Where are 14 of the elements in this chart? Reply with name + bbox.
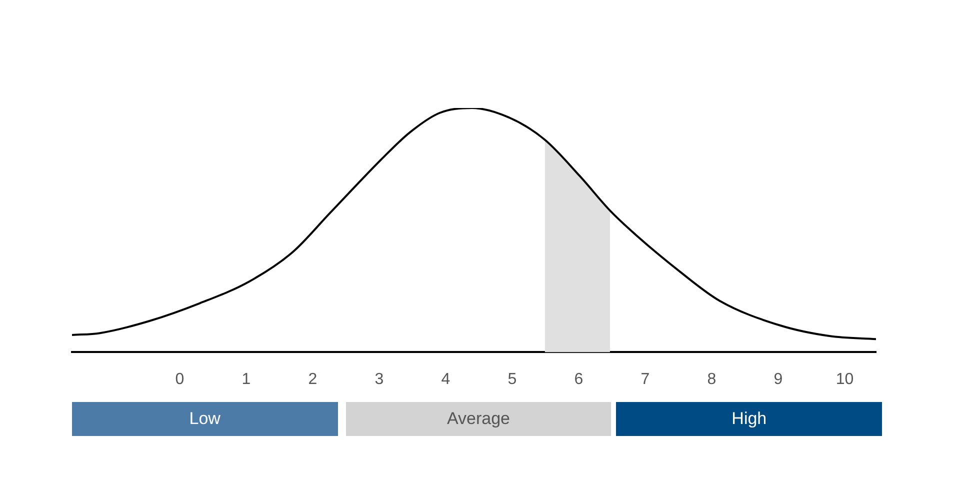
x-tick-label: 7 [640, 371, 650, 388]
text: Low [72, 402, 338, 436]
x-tick-label: 1 [242, 371, 251, 388]
x-tick-label: 4 [441, 371, 450, 388]
x-tick-label: 9 [774, 371, 783, 388]
x-tick-label: 6 [574, 371, 584, 388]
x-tick-label: 0 [175, 371, 184, 388]
x-tick-label: 3 [374, 371, 384, 388]
text: High [616, 402, 882, 436]
x-tick-label: 10 [836, 371, 854, 388]
x-tick-label: 2 [308, 371, 318, 388]
x-tick-label: 5 [508, 371, 517, 388]
text: Average [346, 402, 612, 436]
x-tick-label: 8 [707, 371, 716, 388]
